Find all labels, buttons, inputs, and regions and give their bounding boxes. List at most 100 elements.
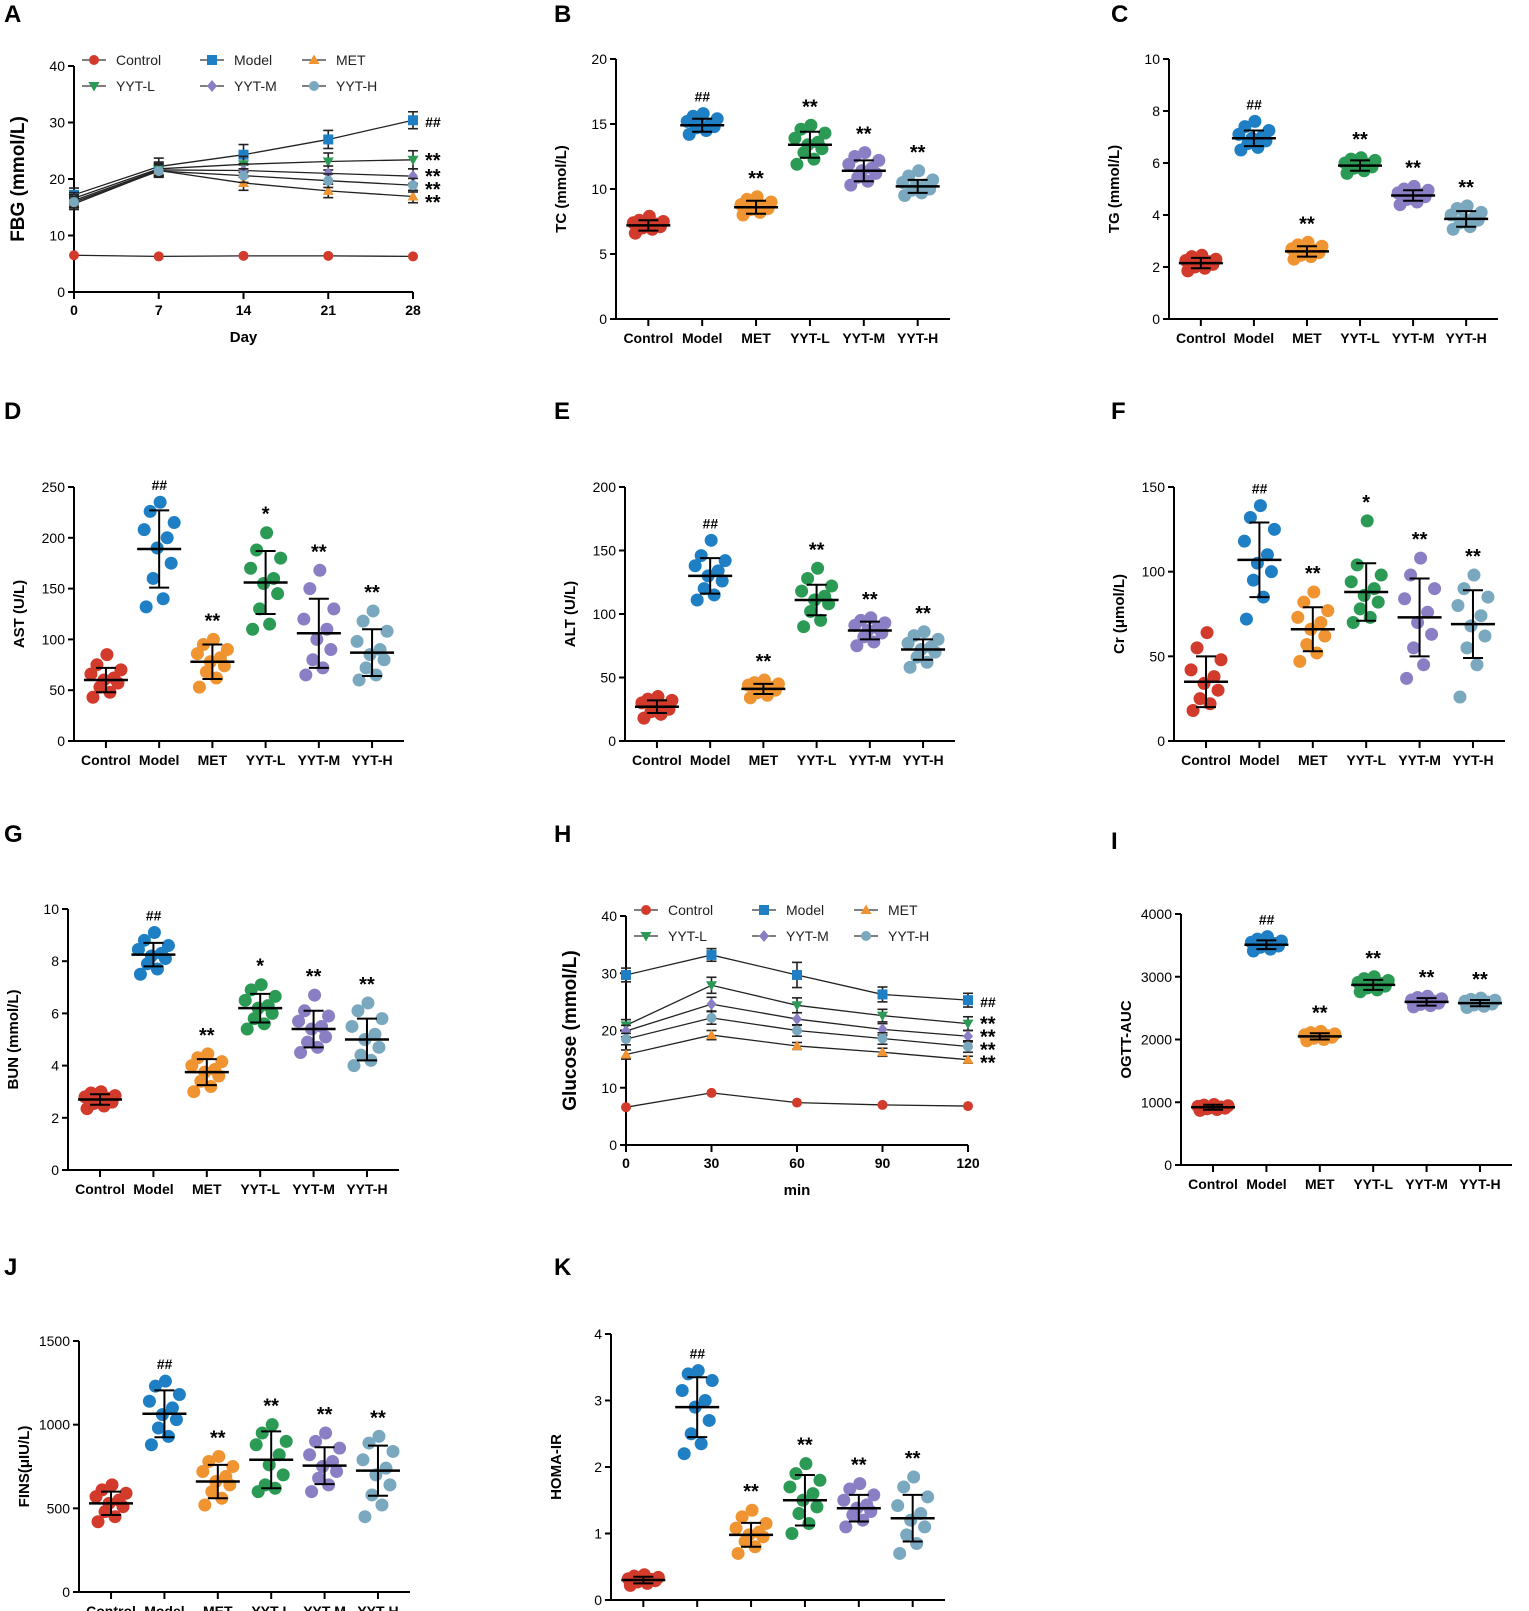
x-tick-label: 90	[875, 1155, 891, 1171]
y-axis-title: OGTT-AUC	[1118, 1000, 1135, 1078]
data-point	[258, 1478, 272, 1492]
data-point	[810, 1500, 824, 1514]
y-tick-label: 0	[51, 1162, 59, 1178]
data-point	[196, 1465, 210, 1479]
significance-label: **	[856, 124, 872, 146]
significance-label: **	[1305, 563, 1321, 585]
data-point	[84, 667, 98, 681]
legend-marker	[309, 81, 319, 91]
data-point	[697, 582, 711, 596]
panel-label: E	[554, 398, 570, 425]
data-point	[100, 648, 114, 662]
data-point	[299, 668, 313, 682]
y-tick-label: 200	[42, 530, 66, 546]
data-point	[705, 1374, 719, 1388]
data-point	[319, 1426, 333, 1440]
legend-label: MET	[888, 902, 918, 918]
data-point	[1474, 609, 1488, 623]
significance-label: **	[364, 582, 380, 604]
x-tick-label: 120	[956, 1155, 980, 1171]
data-point	[198, 1498, 212, 1512]
data-point	[164, 556, 178, 570]
legend-marker	[640, 932, 652, 942]
y-axis-title: HOMA-IR	[548, 1434, 565, 1500]
data-point	[1214, 653, 1228, 667]
significance-label: ##	[157, 1356, 173, 1372]
data-point	[323, 134, 334, 145]
y-tick-label: 50	[600, 670, 616, 686]
data-point	[759, 1517, 773, 1531]
data-point	[1414, 551, 1428, 565]
panel-I: 0 1000 2000 3000 4000 OGTT-AUC Control Model ## M…	[1118, 906, 1512, 1192]
data-point	[792, 1025, 802, 1036]
x-tick-label: 30	[704, 1155, 720, 1171]
x-tick-label: YYT-H	[902, 752, 943, 768]
significance-label: *	[262, 504, 270, 526]
data-point	[963, 1041, 973, 1052]
significance-label: **	[311, 541, 327, 563]
x-tick-label: 0	[622, 1155, 630, 1171]
data-point	[383, 1478, 397, 1492]
data-point	[313, 563, 327, 577]
x-tick-label: Control	[1176, 330, 1226, 346]
y-tick-label: 10	[49, 228, 65, 244]
data-point	[146, 571, 160, 585]
data-point	[799, 1457, 813, 1471]
x-tick-label: MET	[1292, 330, 1322, 346]
data-point	[114, 663, 128, 677]
data-point	[303, 582, 317, 596]
data-point	[1260, 548, 1274, 562]
data-point	[706, 998, 717, 1011]
data-point	[914, 1507, 928, 1521]
data-point	[1368, 153, 1382, 167]
data-point	[333, 1441, 347, 1455]
data-point	[1428, 582, 1442, 596]
data-point	[783, 1480, 797, 1494]
data-point	[795, 584, 809, 598]
significance-label: **	[915, 603, 931, 625]
data-point	[926, 173, 940, 187]
data-point	[347, 1059, 361, 1073]
y-tick-label: 20	[49, 171, 65, 187]
data-point	[641, 692, 655, 706]
data-point	[1253, 499, 1267, 513]
data-point	[1264, 565, 1278, 579]
significance-label: **	[1365, 948, 1381, 970]
y-tick-label: 2	[594, 1459, 602, 1475]
panel-H: 0 10 20 30 40 Glucose (mmol/L) 0 30 60 90 120 min ##…	[560, 902, 996, 1199]
data-point	[813, 1473, 827, 1487]
data-point	[963, 995, 973, 1006]
panel-C: 0 2 4 6 8 10 TG (mmol/L) Control Model ## MET ** YYT…	[1106, 51, 1498, 346]
data-point	[1474, 205, 1488, 219]
panel-K: 0 1 2 3 4 HOMA-IR ## ** ** ** **	[548, 1326, 945, 1608]
data-point	[373, 643, 387, 657]
x-tick-label: YYT-H	[1446, 330, 1487, 346]
y-tick-label: 0	[57, 733, 65, 749]
panel-label: F	[1111, 398, 1126, 425]
data-point	[637, 1568, 651, 1582]
data-point	[305, 1485, 319, 1499]
data-point	[675, 1384, 689, 1398]
data-point	[1467, 568, 1481, 582]
y-tick-label: 8	[1152, 103, 1160, 119]
y-tick-label: 500	[47, 1500, 71, 1516]
data-point	[912, 164, 926, 178]
x-tick-label: Model	[1239, 752, 1279, 768]
data-point	[119, 1486, 133, 1500]
data-point	[801, 571, 815, 585]
data-point	[253, 602, 267, 616]
legend-marker	[89, 55, 99, 65]
significance-label: **	[1352, 129, 1368, 151]
x-tick-label: Model	[133, 1181, 173, 1197]
x-tick-label: Control	[1188, 1176, 1238, 1192]
data-point	[963, 1030, 973, 1043]
y-axis-title: FBG (mmol/L)	[8, 116, 29, 242]
y-axis-title: ALT (U/L)	[562, 581, 579, 647]
data-point	[345, 1019, 359, 1033]
data-point	[962, 1019, 974, 1030]
x-tick-label: 7	[155, 302, 163, 318]
y-tick-label: 2	[51, 1110, 59, 1126]
data-point	[169, 1413, 183, 1427]
significance-label: **	[756, 651, 772, 673]
data-point	[1425, 627, 1439, 641]
